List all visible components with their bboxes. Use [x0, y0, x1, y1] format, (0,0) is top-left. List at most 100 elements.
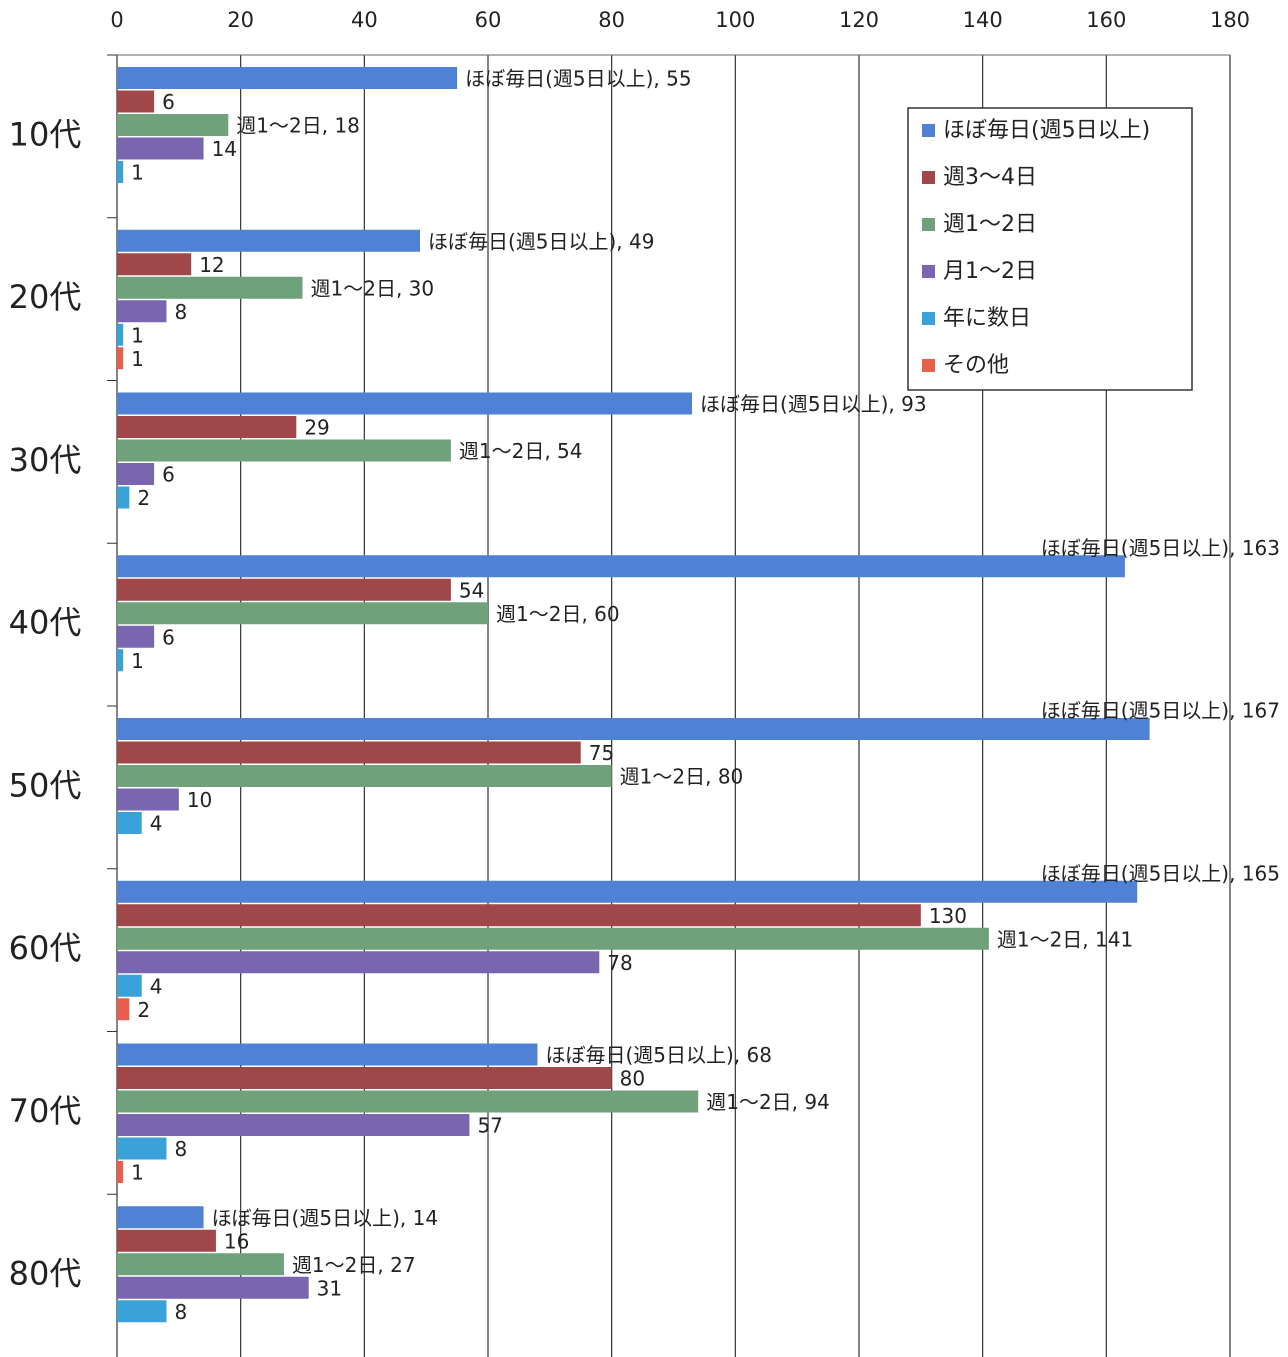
data-label: 78 — [607, 951, 632, 975]
bar — [117, 300, 167, 323]
bar — [117, 998, 130, 1021]
data-label: 1 — [131, 161, 144, 185]
data-label: ほぼ毎日(週5日以上), 14 — [212, 1206, 438, 1230]
bar — [117, 927, 989, 950]
bar — [117, 1229, 216, 1252]
x-tick-label: 40 — [351, 8, 378, 32]
bar — [117, 137, 204, 160]
data-label: 130 — [929, 904, 967, 928]
bar — [117, 67, 458, 89]
bar — [117, 625, 155, 648]
bar — [117, 578, 451, 601]
data-label: 8 — [174, 1137, 187, 1161]
bar — [117, 951, 600, 974]
data-label: 2 — [137, 486, 150, 510]
data-label: 8 — [174, 1300, 187, 1324]
data-label: 8 — [174, 300, 187, 324]
bar — [117, 276, 303, 299]
data-label: 12 — [199, 253, 224, 277]
data-label: 6 — [162, 625, 175, 649]
data-label: 週1〜2日, 27 — [292, 1253, 416, 1277]
legend-label: 週3〜4日 — [943, 165, 1037, 190]
data-label: 週1〜2日, 30 — [311, 276, 435, 300]
x-tick-label: 80 — [598, 8, 625, 32]
data-label: 10 — [187, 788, 212, 812]
data-label: 週1〜2日, 94 — [706, 1090, 830, 1114]
bar — [117, 1276, 309, 1299]
bar — [117, 1300, 167, 1323]
category-label: 40代 — [9, 604, 82, 642]
data-label: 2 — [137, 998, 150, 1022]
data-label: ほぼ毎日(週5日以上), 49 — [428, 229, 655, 253]
legend-label: その他 — [943, 353, 1009, 378]
data-label: ほぼ毎日(週5日以上), 93 — [700, 392, 927, 416]
bar — [117, 253, 192, 276]
legend-label: 年に数日 — [943, 306, 1031, 331]
category-label: 80代 — [9, 1255, 82, 1293]
bar — [117, 1043, 538, 1066]
data-label: ほぼ毎日(週5日以上), 165 — [1041, 861, 1280, 885]
data-label: ほぼ毎日(週5日以上), 68 — [545, 1043, 772, 1067]
data-label: 1 — [131, 1161, 144, 1185]
bar — [117, 114, 229, 136]
x-tick-label: 100 — [715, 8, 755, 32]
bar — [117, 974, 142, 997]
bar — [117, 649, 124, 672]
data-label: 4 — [150, 812, 163, 836]
data-label: 1 — [131, 347, 144, 371]
bar — [117, 741, 581, 764]
x-tick-label: 160 — [1086, 8, 1126, 32]
category-label: 10代 — [9, 115, 82, 153]
legend-swatch — [922, 124, 935, 137]
legend-swatch — [922, 265, 935, 278]
bar — [117, 812, 142, 834]
bar — [117, 90, 155, 113]
x-tick-label: 120 — [839, 8, 879, 32]
legend-label: 週1〜2日 — [943, 212, 1037, 237]
data-label: 1 — [131, 649, 144, 673]
legend-swatch — [922, 218, 935, 231]
bar — [117, 463, 155, 485]
category-label: 60代 — [9, 929, 82, 967]
bar — [117, 439, 451, 462]
data-label: 6 — [162, 463, 175, 487]
data-label: 週1〜2日, 18 — [236, 114, 360, 138]
category-label: 20代 — [9, 278, 82, 316]
legend-label: ほぼ毎日(週5日以上) — [943, 118, 1150, 143]
legend-swatch — [922, 359, 935, 372]
bar — [117, 788, 179, 811]
bar — [117, 1114, 470, 1136]
bar — [117, 765, 612, 787]
legend-swatch — [922, 171, 935, 184]
data-label: 57 — [477, 1114, 502, 1138]
bar — [117, 1253, 284, 1276]
bar — [117, 229, 420, 252]
bar — [117, 1090, 699, 1113]
category-label: 30代 — [9, 441, 82, 479]
legend-label: 月1〜2日 — [943, 259, 1037, 284]
bar — [117, 1137, 167, 1160]
data-label: 週1〜2日, 60 — [496, 602, 620, 626]
x-tick-label: 180 — [1210, 8, 1250, 32]
bar — [117, 718, 1150, 740]
data-label: ほぼ毎日(週5日以上), 55 — [465, 67, 692, 91]
data-label: 54 — [459, 578, 484, 602]
bar — [117, 904, 921, 927]
x-tick-label: 20 — [227, 8, 254, 32]
bar — [117, 416, 297, 438]
data-label: 週1〜2日, 141 — [997, 927, 1133, 951]
category-label: 50代 — [9, 766, 82, 804]
bar — [117, 347, 124, 370]
data-label: 16 — [224, 1229, 249, 1253]
data-label: 14 — [212, 137, 237, 161]
data-label: 6 — [162, 90, 175, 114]
data-label: 4 — [150, 974, 163, 998]
bar — [117, 161, 124, 183]
bar — [117, 1067, 612, 1089]
x-tick-label: 140 — [963, 8, 1003, 32]
legend-swatch — [922, 312, 935, 325]
bar — [117, 555, 1125, 578]
data-label: ほぼ毎日(週5日以上), 167 — [1041, 699, 1280, 723]
x-tick-label: 0 — [110, 8, 123, 32]
